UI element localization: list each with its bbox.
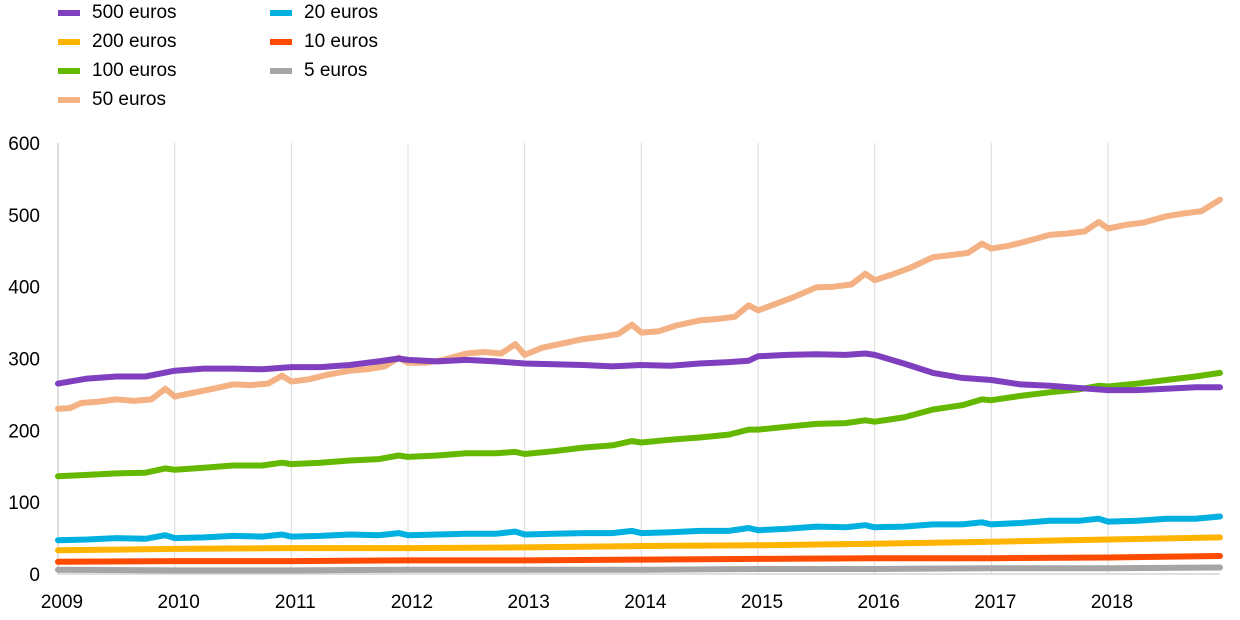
y-tick-label: 200 bbox=[8, 421, 40, 442]
y-tick-label: 600 bbox=[8, 134, 40, 155]
legend-swatch bbox=[270, 10, 292, 16]
y-tick-label: 0 bbox=[29, 565, 40, 586]
legend-swatch bbox=[270, 39, 292, 45]
series-line-100-euros bbox=[55, 369, 1223, 480]
legend-label: 100 euros bbox=[92, 60, 177, 81]
x-tick-label: 2015 bbox=[741, 592, 783, 613]
x-tick-label: 2011 bbox=[275, 592, 316, 613]
legend-label: 200 euros bbox=[92, 31, 177, 52]
series-line-200-euros bbox=[55, 534, 1223, 554]
x-tick-label: 2010 bbox=[158, 592, 200, 613]
legend-label: 5 euros bbox=[304, 60, 368, 81]
legend-swatch bbox=[58, 97, 80, 103]
x-tick-label: 2013 bbox=[508, 592, 550, 613]
series-line-10-euros bbox=[55, 553, 1223, 565]
chart-legend: 500 euros 200 euros 100 euros 50 euros 20 eu… bbox=[0, 0, 600, 130]
y-tick-label: 400 bbox=[8, 278, 40, 299]
legend-swatch bbox=[58, 39, 80, 45]
legend-label: 10 euros bbox=[304, 31, 378, 52]
legend-label: 50 euros bbox=[92, 89, 166, 110]
legend-swatch bbox=[270, 68, 292, 74]
series-line-500-euros bbox=[55, 350, 1223, 394]
series-line-20-euros bbox=[55, 513, 1223, 544]
x-tick-label: 2017 bbox=[974, 592, 1016, 613]
legend-item: 200 euros bbox=[0, 30, 177, 54]
x-tick-label: 2018 bbox=[1091, 592, 1133, 613]
legend-label: 500 euros bbox=[92, 2, 177, 23]
legend-item: 100 euros bbox=[0, 59, 177, 83]
legend-item: 10 euros bbox=[212, 30, 378, 54]
x-tick-label: 2009 bbox=[41, 592, 83, 613]
x-tick-label: 2012 bbox=[391, 592, 433, 613]
y-tick-label: 300 bbox=[8, 350, 40, 371]
legend-swatch bbox=[58, 10, 80, 16]
series-line-50-euros bbox=[55, 196, 1223, 412]
legend-item: 20 euros bbox=[212, 1, 378, 25]
legend-item: 500 euros bbox=[0, 1, 177, 25]
legend-label: 20 euros bbox=[304, 2, 378, 23]
y-tick-label: 500 bbox=[8, 206, 40, 227]
x-tick-label: 2016 bbox=[858, 592, 900, 613]
legend-swatch bbox=[58, 68, 80, 74]
x-tick-label: 2014 bbox=[624, 592, 667, 613]
legend-item: 50 euros bbox=[0, 88, 166, 112]
series-line-5-euros bbox=[55, 564, 1223, 574]
legend-item: 5 euros bbox=[212, 59, 367, 83]
y-tick-label: 100 bbox=[8, 493, 40, 514]
